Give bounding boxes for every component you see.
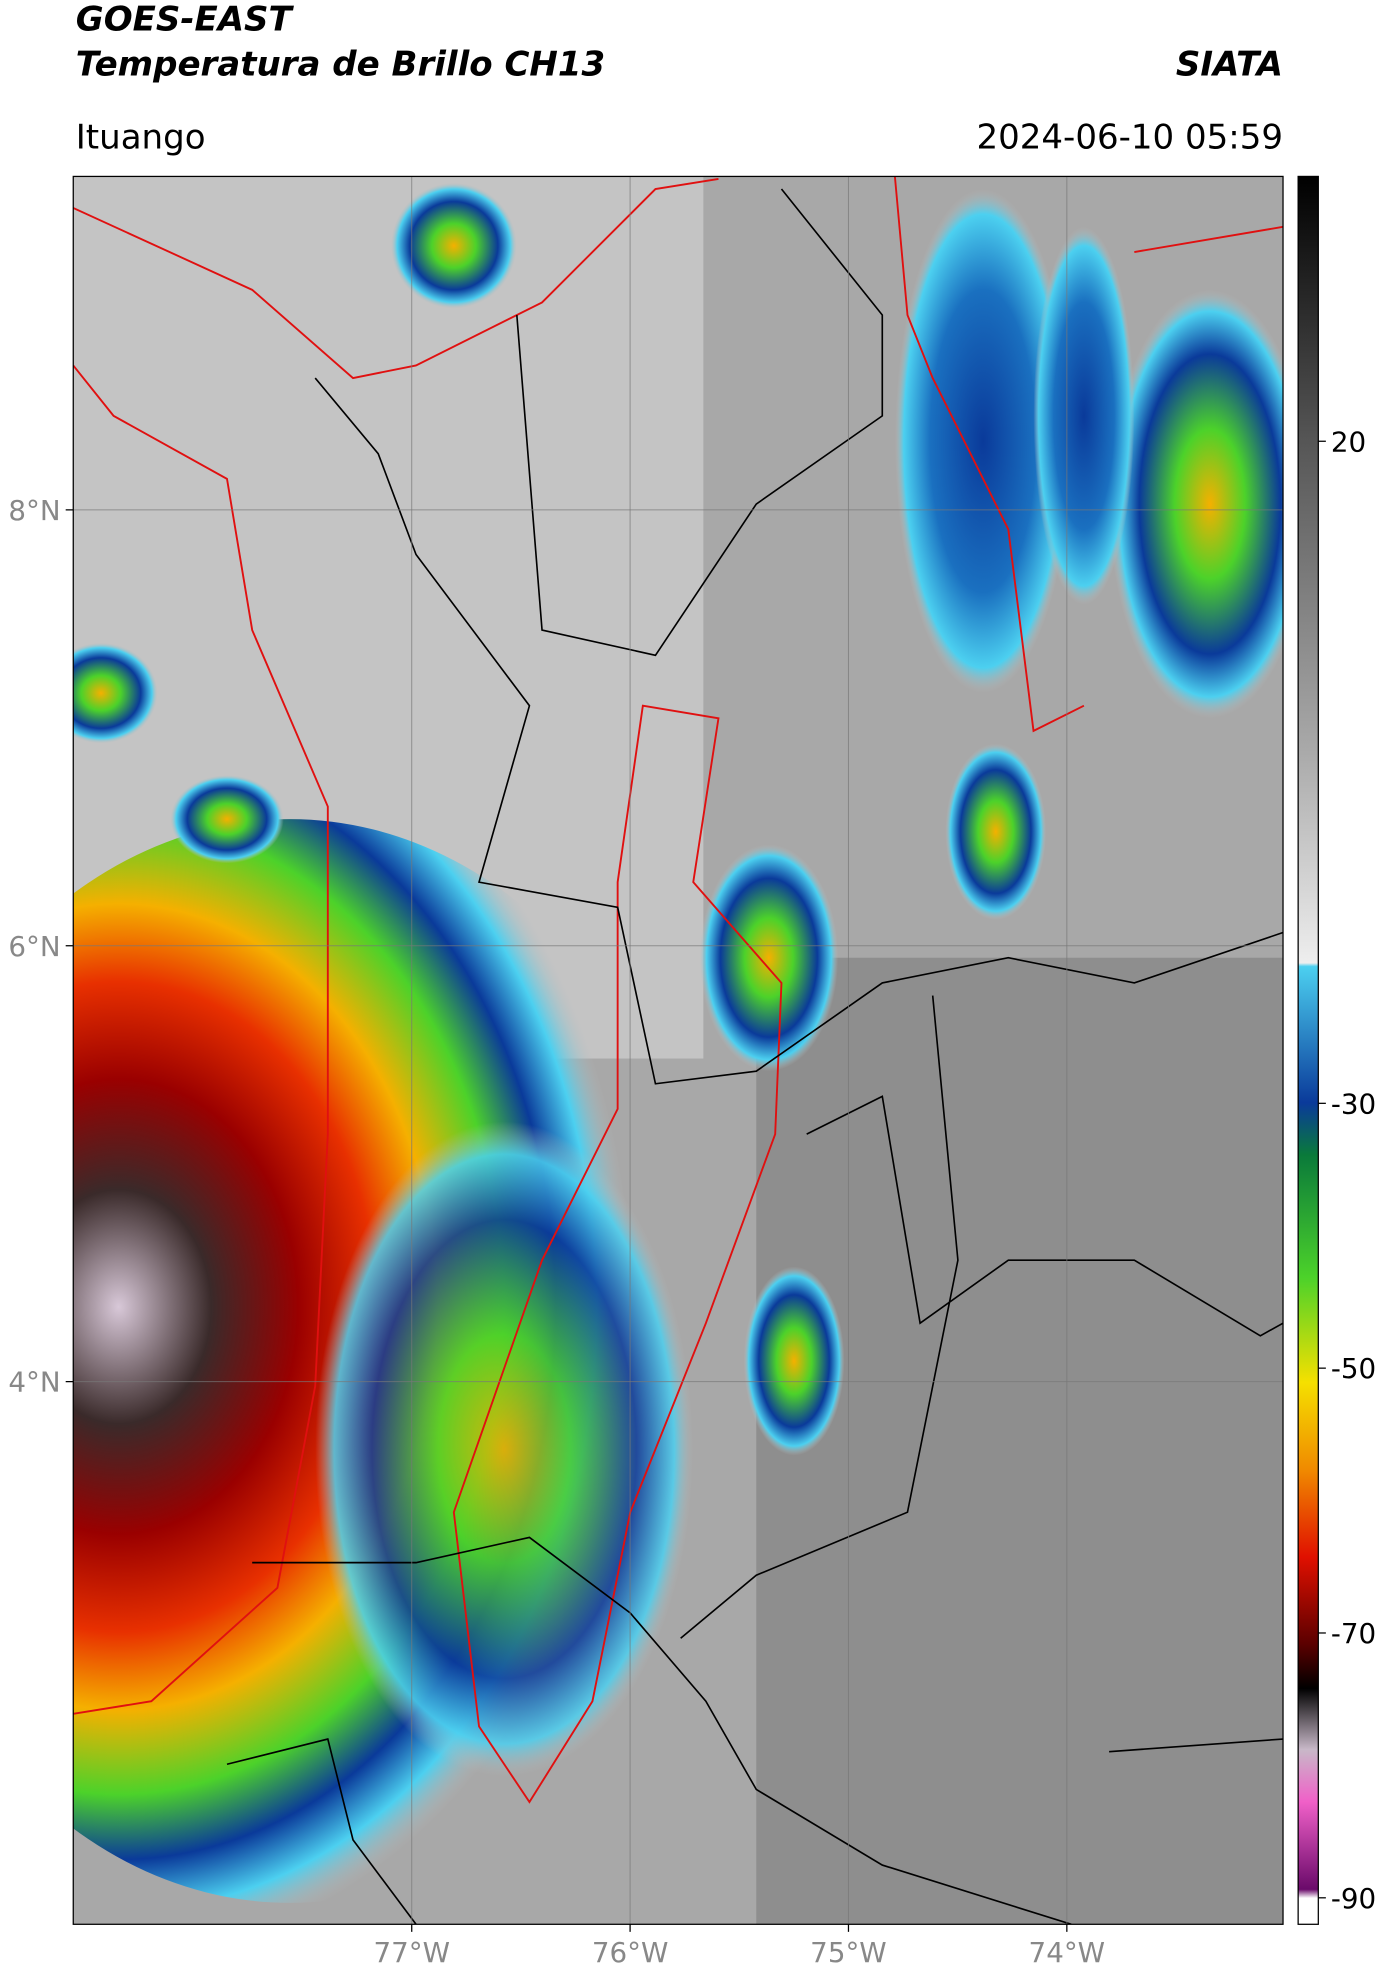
lat-label: 4°N <box>8 1366 60 1399</box>
colorbar <box>1297 175 1319 1925</box>
location: Ituango <box>76 118 206 158</box>
title-line1: GOES-EAST <box>76 0 295 39</box>
colorbar-tick-label: 20 <box>1331 425 1366 458</box>
colorbar-tick-label: -30 <box>1331 1087 1376 1120</box>
lat-label: 8°N <box>8 494 60 527</box>
title-line2: Temperatura de Brillo CH13 <box>76 45 605 85</box>
colorbar-tick-label: -90 <box>1331 1882 1376 1915</box>
lon-label: 76°W <box>592 1936 669 1969</box>
timestamp: 2024-06-10 05:59 <box>976 118 1283 158</box>
graticule: 77°W 76°W 75°W 74°W 8°N 6°N 4°N <box>8 176 1284 1969</box>
colorbar-ticks: 20 -30 -50 -70 -90 <box>1318 425 1376 1915</box>
colorbar-tick-label: -70 <box>1331 1617 1376 1650</box>
agency: SIATA <box>1176 45 1283 85</box>
lat-label: 6°N <box>8 930 60 963</box>
lon-label: 74°W <box>1029 1936 1106 1969</box>
map-image <box>73 176 1284 1925</box>
lon-label: 77°W <box>373 1936 450 1969</box>
map-frame <box>72 175 1284 1925</box>
colorbar-tick-label: -50 <box>1331 1352 1376 1385</box>
lon-label: 75°W <box>810 1936 887 1969</box>
